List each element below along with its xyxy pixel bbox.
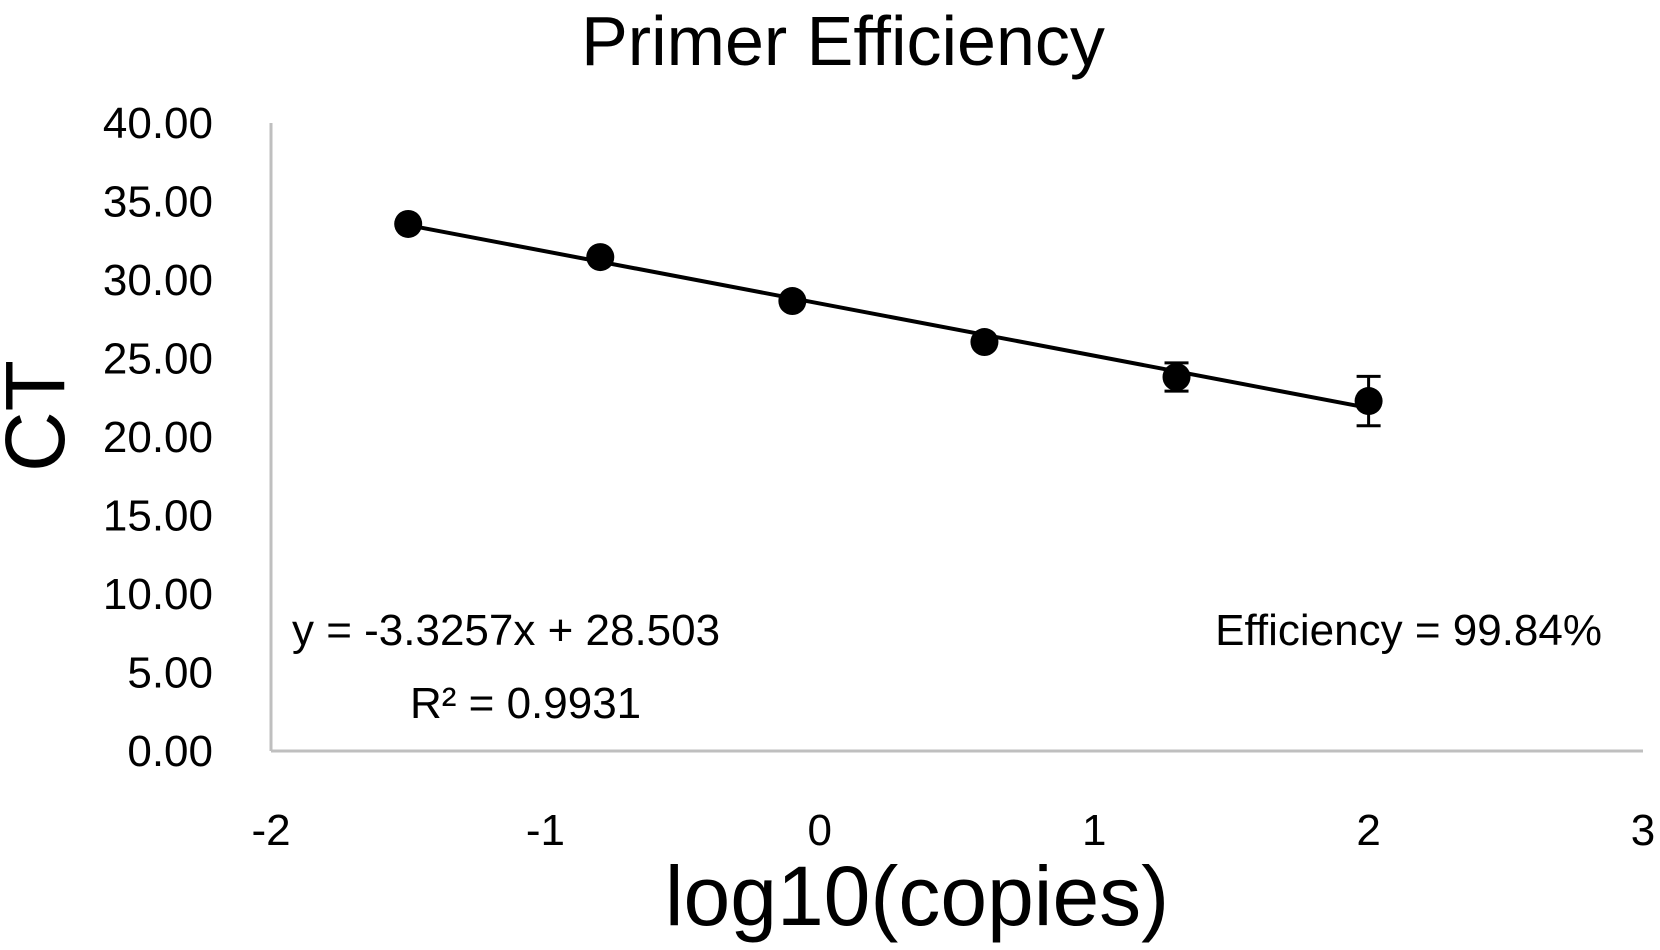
data-point <box>586 243 615 272</box>
circle-marker-icon <box>1354 387 1383 416</box>
efficiency-label: Efficiency = 99.84% <box>1215 606 1602 655</box>
y-tick-label: 35.00 <box>103 178 213 227</box>
y-axis-title: CT <box>0 360 82 472</box>
data-point <box>970 328 999 357</box>
x-tick-label: -1 <box>526 806 565 855</box>
y-tick-label: 10.00 <box>103 570 213 619</box>
circle-marker-icon <box>778 287 807 316</box>
y-tick-label: 0.00 <box>127 727 213 776</box>
x-axis-title: log10(copies) <box>665 849 1169 943</box>
x-tick-label: -2 <box>251 806 290 855</box>
r-squared-label: R² = 0.9931 <box>410 679 641 728</box>
y-axis-title-group: CT <box>0 360 82 472</box>
y-tick-label: 20.00 <box>103 413 213 462</box>
y-tick-label: 5.00 <box>127 649 213 698</box>
data-points <box>394 209 1383 428</box>
x-tick-label: 2 <box>1356 806 1380 855</box>
x-axis-tick-labels: -2 -1 0 1 2 3 <box>251 806 1655 855</box>
data-point <box>778 287 807 316</box>
y-axis-tick-labels: 0.00 5.00 10.00 15.00 20.00 25.00 30.00 35.00 40… <box>103 99 213 776</box>
x-tick-label: 1 <box>1082 806 1106 855</box>
data-point <box>1354 374 1383 428</box>
x-tick-label: 3 <box>1631 806 1655 855</box>
circle-marker-icon <box>586 243 615 272</box>
y-tick-label: 25.00 <box>103 335 213 384</box>
data-point <box>1162 361 1191 393</box>
y-tick-label: 40.00 <box>103 99 213 148</box>
circle-marker-icon <box>1162 363 1191 392</box>
circle-marker-icon <box>394 209 423 238</box>
x-tick-label: 0 <box>808 806 832 855</box>
chart-title: Primer Efficiency <box>581 2 1105 80</box>
y-tick-label: 30.00 <box>103 256 213 305</box>
data-point <box>394 209 423 238</box>
linear-trendline <box>407 223 1369 410</box>
trendline-equation: y = -3.3257x + 28.503 <box>292 606 720 655</box>
y-tick-label: 15.00 <box>103 492 213 541</box>
circle-marker-icon <box>970 328 999 357</box>
